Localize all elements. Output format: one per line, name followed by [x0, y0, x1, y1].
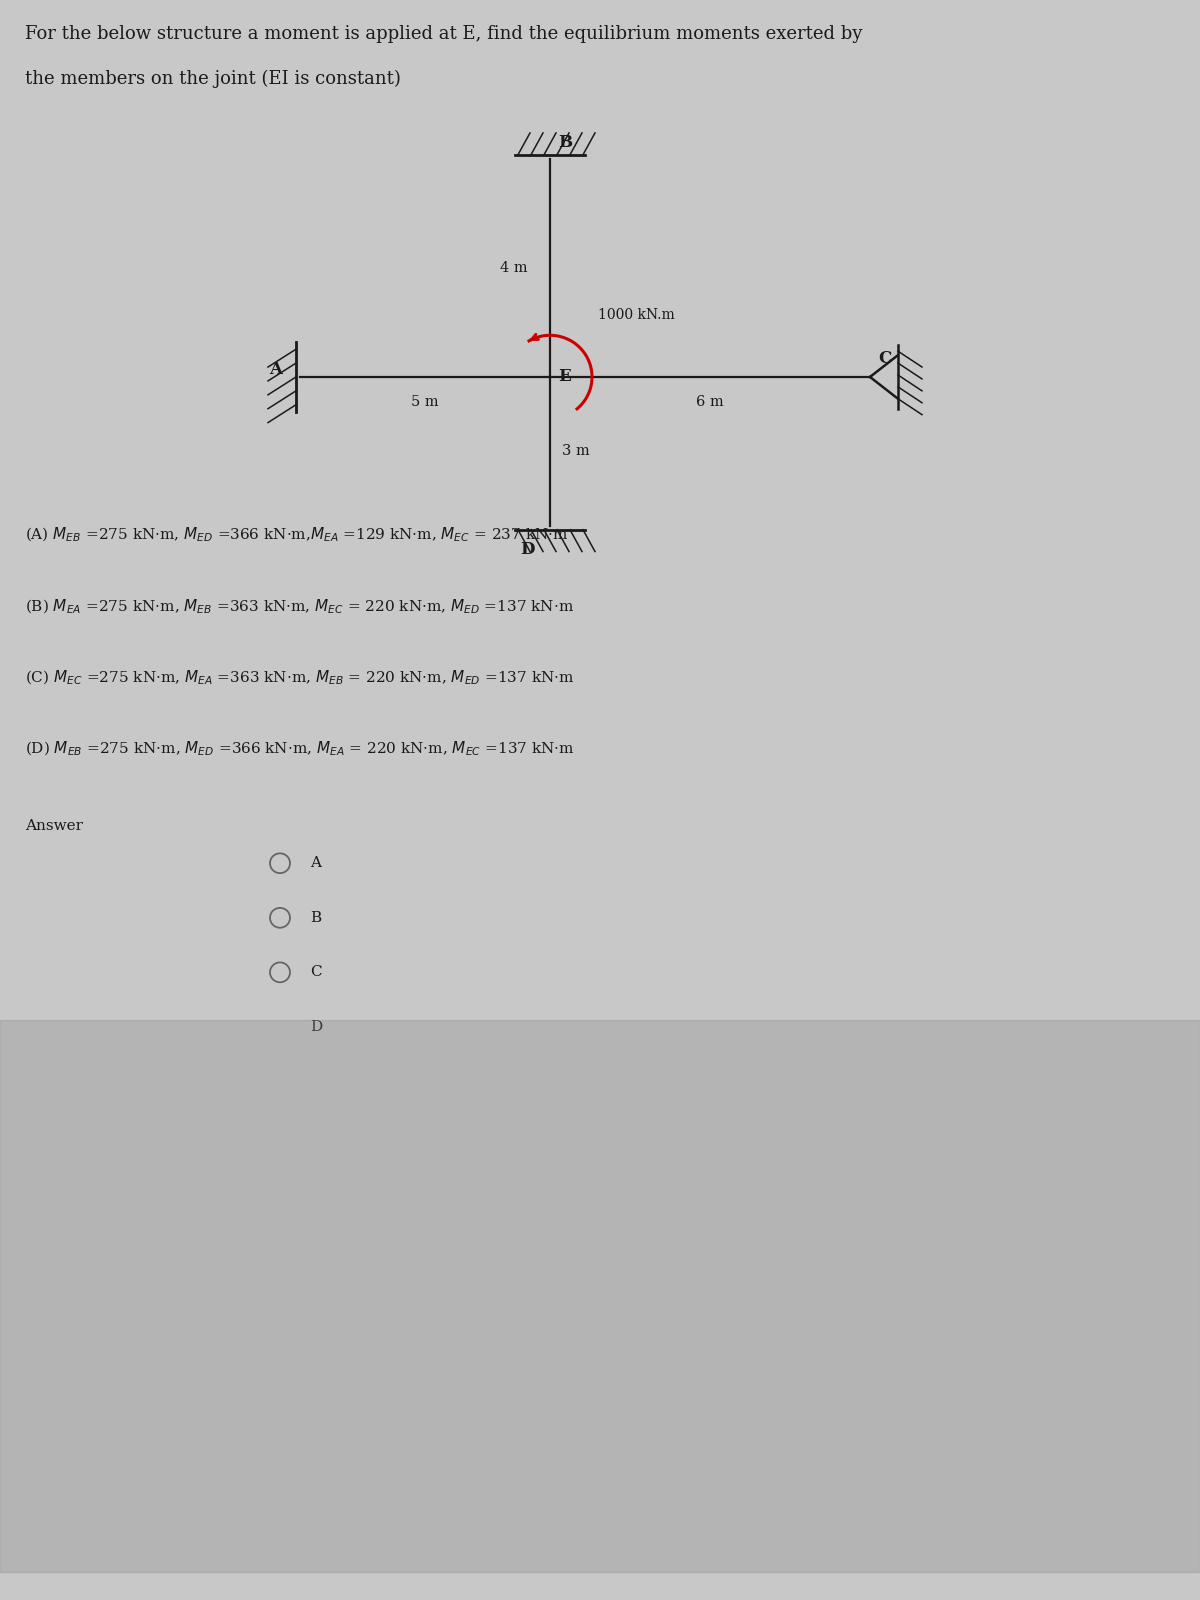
Text: 3 m: 3 m — [562, 445, 589, 458]
Text: (C) $M_{EC}$ =275 kN$\cdot$m, $M_{EA}$ =363 kN$\cdot$m, $M_{EB}$ = 220 kN$\cdot$: (C) $M_{EC}$ =275 kN$\cdot$m, $M_{EA}$ =… — [25, 669, 575, 686]
Text: D: D — [521, 541, 535, 558]
Text: A: A — [269, 360, 282, 378]
Text: B: B — [558, 134, 572, 150]
Text: A: A — [310, 856, 322, 870]
Text: C: C — [878, 350, 892, 366]
Text: 1000 kN.m: 1000 kN.m — [598, 309, 674, 323]
Text: (B) $M_{EA}$ =275 kN$\cdot$m, $M_{EB}$ =363 kN$\cdot$m, $M_{EC}$ = 220 kN$\cdot$: (B) $M_{EA}$ =275 kN$\cdot$m, $M_{EB}$ =… — [25, 597, 574, 616]
Text: 6 m: 6 m — [696, 395, 724, 410]
Text: C: C — [310, 965, 322, 979]
Text: B: B — [310, 910, 322, 925]
Text: 4 m: 4 m — [500, 261, 528, 275]
Text: E: E — [558, 368, 571, 386]
Text: (D) $M_{EB}$ =275 kN$\cdot$m, $M_{ED}$ =366 kN$\cdot$m, $M_{EA}$ = 220 kN$\cdot$: (D) $M_{EB}$ =275 kN$\cdot$m, $M_{ED}$ =… — [25, 741, 575, 758]
Text: (A) $M_{EB}$ =275 kN$\cdot$m, $M_{ED}$ =366 kN$\cdot$m,$M_{EA}$ =129 kN$\cdot$m,: (A) $M_{EB}$ =275 kN$\cdot$m, $M_{ED}$ =… — [25, 526, 569, 544]
Text: 5 m: 5 m — [412, 395, 439, 410]
Text: the members on the joint (EI is constant): the members on the joint (EI is constant… — [25, 69, 401, 88]
Text: D: D — [310, 1019, 323, 1034]
Text: Answer: Answer — [25, 819, 83, 832]
Text: For the below structure a moment is applied at E, find the equilibrium moments e: For the below structure a moment is appl… — [25, 24, 863, 43]
